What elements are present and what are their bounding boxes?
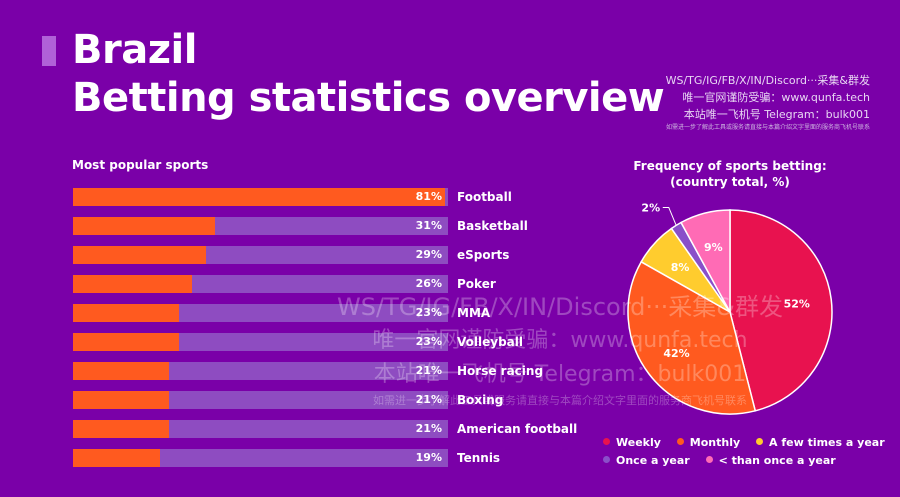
legend-item-once-year: Once a year: [603, 454, 690, 468]
legend-item-few-times: A few times a year: [756, 436, 885, 450]
bar-value-label: 29%: [416, 247, 442, 263]
bar: [73, 275, 192, 293]
pie-value-label: 2%: [641, 201, 660, 214]
page-subtitle: Betting statistics overview: [72, 74, 664, 122]
legend-label-few-times: A few times a year: [769, 436, 885, 449]
legend-label-once-year: Once a year: [616, 454, 690, 467]
bar-value-label: 19%: [416, 450, 442, 466]
pie-legend-row2: Once a year < than once a year: [603, 454, 848, 468]
watermark-small: WS/TG/IG/FB/X/IN/Discord···采集&群发 唯一官网谨防受…: [666, 72, 870, 133]
watermark-overlay-line3: 本站唯一飞机号 Telegram：bulk001: [300, 358, 820, 392]
watermark-overlay-line2: 唯一官网谨防受骗：www.qunfa.tech: [300, 324, 820, 358]
bar-track: 19%: [73, 449, 448, 467]
legend-item-less-than-once: < than once a year: [706, 454, 836, 468]
bar-category-label: Basketball: [457, 217, 528, 235]
legend-swatch-less-than-once: [706, 456, 713, 463]
page-title: Brazil: [72, 26, 197, 74]
bar-category-label: American football: [457, 420, 577, 438]
watermark-small-line2: 唯一官网谨防受骗：www.qunfa.tech: [666, 89, 870, 106]
bar: [73, 420, 169, 438]
legend-label-weekly: Weekly: [616, 436, 661, 449]
pie-value-label: 9%: [704, 241, 723, 254]
bar: [73, 449, 160, 467]
bar-category-label: Football: [457, 188, 512, 206]
legend-label-monthly: Monthly: [690, 436, 740, 449]
legend-swatch-few-times: [756, 438, 763, 445]
bar: [73, 188, 445, 206]
bar-track: 29%: [73, 246, 448, 264]
bar-track: 21%: [73, 420, 448, 438]
bar-value-label: 81%: [416, 189, 442, 205]
legend-label-less-than-once: < than once a year: [719, 454, 836, 467]
bar-value-label: 31%: [416, 218, 442, 234]
bar: [73, 362, 169, 380]
bar-value-label: 21%: [416, 421, 442, 437]
bar: [73, 333, 179, 351]
bar: [73, 217, 215, 235]
bar: [73, 304, 179, 322]
pie-chart-title-line1: Frequency of sports betting:: [600, 158, 860, 174]
bar-category-label: Tennis: [457, 449, 500, 467]
pie-chart-title: Frequency of sports betting: (country to…: [600, 158, 860, 190]
watermark-overlay: WS/TG/IG/FB/X/IN/Discord···采集&群发 唯一官网谨防受…: [300, 290, 820, 410]
legend-item-weekly: Weekly: [603, 436, 661, 450]
bar-track: 81%: [73, 188, 448, 206]
watermark-small-line1: WS/TG/IG/FB/X/IN/Discord···采集&群发: [666, 72, 870, 89]
watermark-overlay-line1: WS/TG/IG/FB/X/IN/Discord···采集&群发: [300, 290, 820, 324]
legend-item-monthly: Monthly: [677, 436, 740, 450]
watermark-small-line3: 本站唯一飞机号 Telegram：bulk001: [666, 106, 870, 123]
pie-value-label: 8%: [671, 261, 690, 274]
legend-swatch-weekly: [603, 438, 610, 445]
pie-legend-row1: Weekly Monthly A few times a year: [603, 436, 897, 450]
bar: [73, 246, 206, 264]
pie-chart-title-line2: (country total, %): [600, 174, 860, 190]
legend-swatch-once-year: [603, 456, 610, 463]
bar: [73, 391, 169, 409]
legend-swatch-monthly: [677, 438, 684, 445]
watermark-overlay-line4: 如需进一步了解此工具或服务请直接与本篇介绍文字里面的服务商飞机号联系: [300, 392, 820, 410]
bar-category-label: eSports: [457, 246, 509, 264]
bar-chart-title: Most popular sports: [72, 158, 208, 172]
bar-track: 31%: [73, 217, 448, 235]
title-accent-mark: [42, 36, 56, 66]
watermark-small-line4: 如需进一步了解此工具或服务请直接与本篇介绍文字里面的服务商飞机号联系: [666, 123, 870, 133]
pie-leader-line: [663, 207, 676, 225]
